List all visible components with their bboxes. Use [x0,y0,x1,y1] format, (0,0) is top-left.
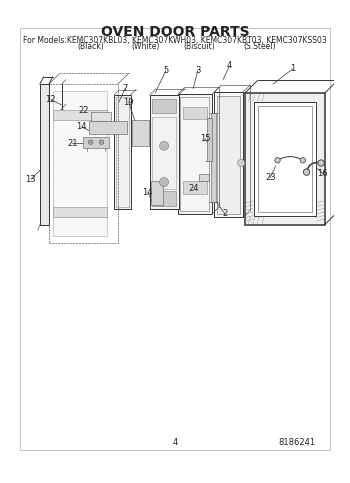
Text: 4: 4 [173,438,178,447]
Text: OVEN DOOR PARTS: OVEN DOOR PARTS [101,26,249,40]
Text: 22: 22 [78,106,89,115]
Bar [91,112,111,121]
Text: 7: 7 [122,84,128,93]
Bar [181,97,209,211]
Polygon shape [40,84,49,225]
Bar [217,96,240,214]
Circle shape [99,140,104,144]
Text: 21: 21 [67,139,78,148]
Circle shape [88,140,93,144]
Text: 15: 15 [200,134,210,143]
Polygon shape [214,92,243,217]
Bar [150,181,163,205]
Text: (Black): (Black) [77,43,104,51]
Circle shape [238,159,245,167]
Text: 19: 19 [124,98,134,107]
Bar [207,118,212,161]
Circle shape [300,157,306,163]
Polygon shape [178,94,212,214]
Text: 8186241: 8186241 [279,438,316,447]
Circle shape [318,160,324,166]
Polygon shape [254,102,316,215]
Text: (S.Steel): (S.Steel) [243,43,275,51]
Text: (White): (White) [131,43,159,51]
Text: 2: 2 [222,209,228,218]
Bar [211,113,216,202]
Bar [152,191,176,206]
Circle shape [303,169,310,175]
Circle shape [160,178,169,186]
Bar [52,91,107,236]
Bar [183,107,207,119]
Circle shape [275,157,280,163]
Bar [152,117,176,189]
Bar [83,137,109,148]
Text: 1: 1 [290,64,295,73]
Bar [89,121,127,134]
Polygon shape [114,95,131,209]
Text: 5: 5 [163,66,169,75]
Bar [183,181,207,194]
Text: For Models:KEMC307KBL03, KEMC307KWH03, KEMC307KBT03, KEMC307KSS03: For Models:KEMC307KBL03, KEMC307KWH03, K… [23,36,327,45]
Text: 3: 3 [195,66,200,75]
Text: 14: 14 [142,187,153,197]
Text: 16: 16 [317,170,328,178]
Bar [199,174,209,181]
Bar [52,110,107,120]
Text: 4: 4 [227,61,232,71]
Circle shape [160,141,169,150]
Bar [132,120,149,146]
Text: 12: 12 [46,95,56,104]
Text: 24: 24 [188,184,198,193]
Text: 23: 23 [265,173,275,182]
Text: (Biscuit): (Biscuit) [184,43,215,51]
Bar [152,99,176,113]
Polygon shape [245,93,325,225]
Text: 13: 13 [26,175,36,184]
Bar [52,207,107,217]
Polygon shape [149,95,178,209]
Bar [49,84,118,243]
Bar [116,97,129,208]
Text: 14: 14 [76,122,87,131]
